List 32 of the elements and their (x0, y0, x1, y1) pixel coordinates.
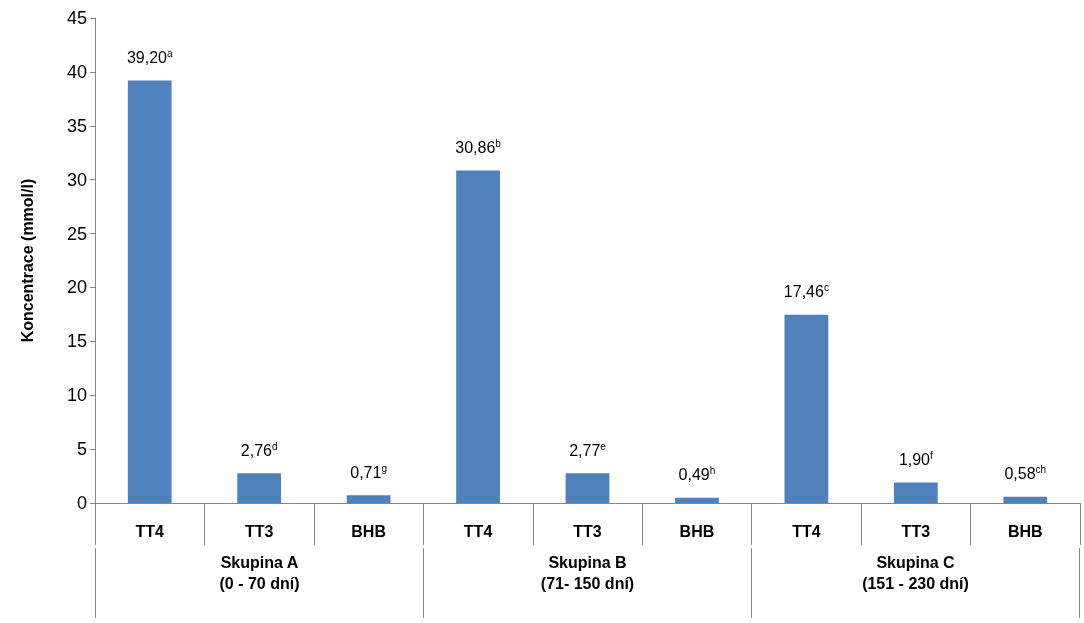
y-tick-label: 30 (66, 169, 87, 190)
bar (893, 482, 938, 503)
text: Skupina A (0 - 70 dní) (95, 548, 423, 618)
bar (456, 170, 500, 503)
x-tick-label: TT3 (901, 522, 931, 540)
bar (1003, 496, 1048, 503)
y-tick-label: 5 (76, 439, 87, 460)
y-tick-label: 15 (66, 331, 87, 352)
y-tick-label: 45 (66, 8, 87, 28)
bar (346, 495, 391, 503)
x-tick-label: BHB (679, 522, 715, 540)
y-tick-label: 10 (66, 385, 87, 406)
x-tick-label: TT4 (463, 522, 493, 540)
x-tick-label: TT3 (573, 522, 602, 540)
text: Skupina C (151 - 230 dní) (751, 548, 1080, 618)
y-tick-label: 25 (66, 223, 87, 244)
x-tick-label: TT3 (244, 522, 274, 540)
y-tick-label: 20 (66, 277, 87, 298)
bar (675, 497, 719, 503)
text: Skupina B (71- 150 dní) (423, 548, 751, 618)
y-tick-label: 35 (66, 115, 87, 136)
y-tick-label: 40 (66, 61, 87, 82)
x-tick-label: BHB (1007, 522, 1043, 540)
y-axis-title: Koncentrace (mmol/l) (18, 178, 36, 343)
y-tick-label: 0 (76, 493, 87, 513)
bar (565, 473, 610, 503)
x-tick-label: TT4 (135, 522, 165, 540)
x-tick-label: TT4 (792, 522, 821, 540)
bar (784, 314, 829, 503)
bar (237, 473, 282, 503)
bar (127, 80, 172, 503)
x-tick-label: BHB (351, 522, 386, 540)
